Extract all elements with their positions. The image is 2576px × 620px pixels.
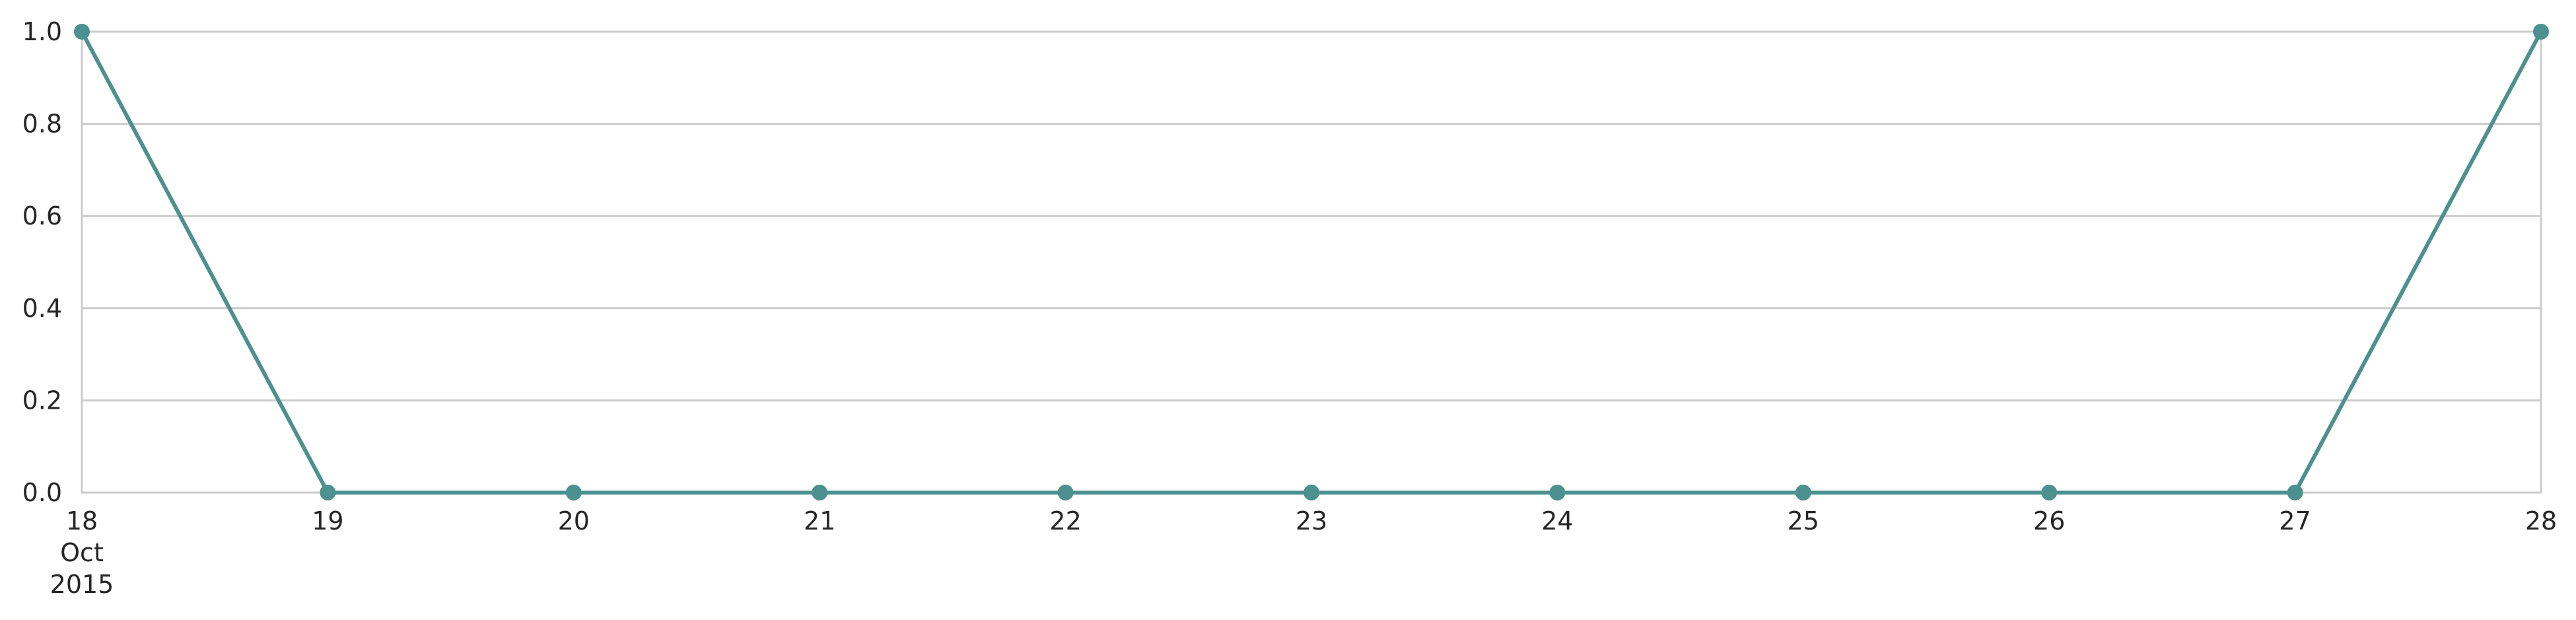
data-point — [1795, 485, 1811, 500]
x-tick-label: 25 — [1788, 506, 1819, 535]
x-tick-label: 27 — [2279, 506, 2311, 535]
data-point — [2041, 485, 2058, 500]
y-axis-tick-labels: 0.0 0.2 0.4 0.6 0.8 1.0 — [22, 17, 62, 507]
x-tick-label: 20 — [558, 506, 590, 535]
x-tick-label: 19 — [312, 506, 343, 535]
data-point — [320, 485, 336, 500]
x-tick-label: Oct — [60, 538, 104, 567]
y-tick-label: 0.6 — [22, 201, 62, 230]
data-point — [74, 24, 90, 40]
y-tick-label: 0.8 — [22, 110, 62, 139]
data-point — [2287, 485, 2303, 500]
x-tick-label: 22 — [1049, 506, 1081, 535]
series-line — [80, 30, 2543, 495]
y-tick-label: 0.2 — [22, 386, 62, 415]
data-point — [565, 485, 582, 500]
data-point — [1057, 485, 1074, 500]
y-tick-label: 0.0 — [22, 478, 62, 507]
grid-lines — [82, 30, 2541, 494]
x-tick-label: 28 — [2525, 506, 2557, 535]
x-tick-label: 21 — [804, 506, 835, 535]
x-tick-label: 26 — [2033, 506, 2065, 535]
y-tick-label: 1.0 — [22, 17, 62, 46]
data-point — [1549, 485, 1566, 500]
y-tick-label: 0.4 — [22, 294, 62, 323]
x-tick-label: 23 — [1296, 506, 1327, 535]
x-tick-label: 24 — [1541, 506, 1573, 535]
x-axis-tick-labels: 18 Oct 2015 19 20 21 22 23 24 25 26 27 28 — [50, 506, 2558, 599]
data-point — [1304, 485, 1319, 500]
data-point — [2533, 24, 2549, 40]
data-point — [812, 485, 828, 500]
series-group — [74, 24, 2549, 500]
x-tick-label: 2015 — [50, 570, 114, 599]
plot-area-frame — [81, 30, 2542, 494]
x-tick-label: 18 — [66, 506, 98, 535]
